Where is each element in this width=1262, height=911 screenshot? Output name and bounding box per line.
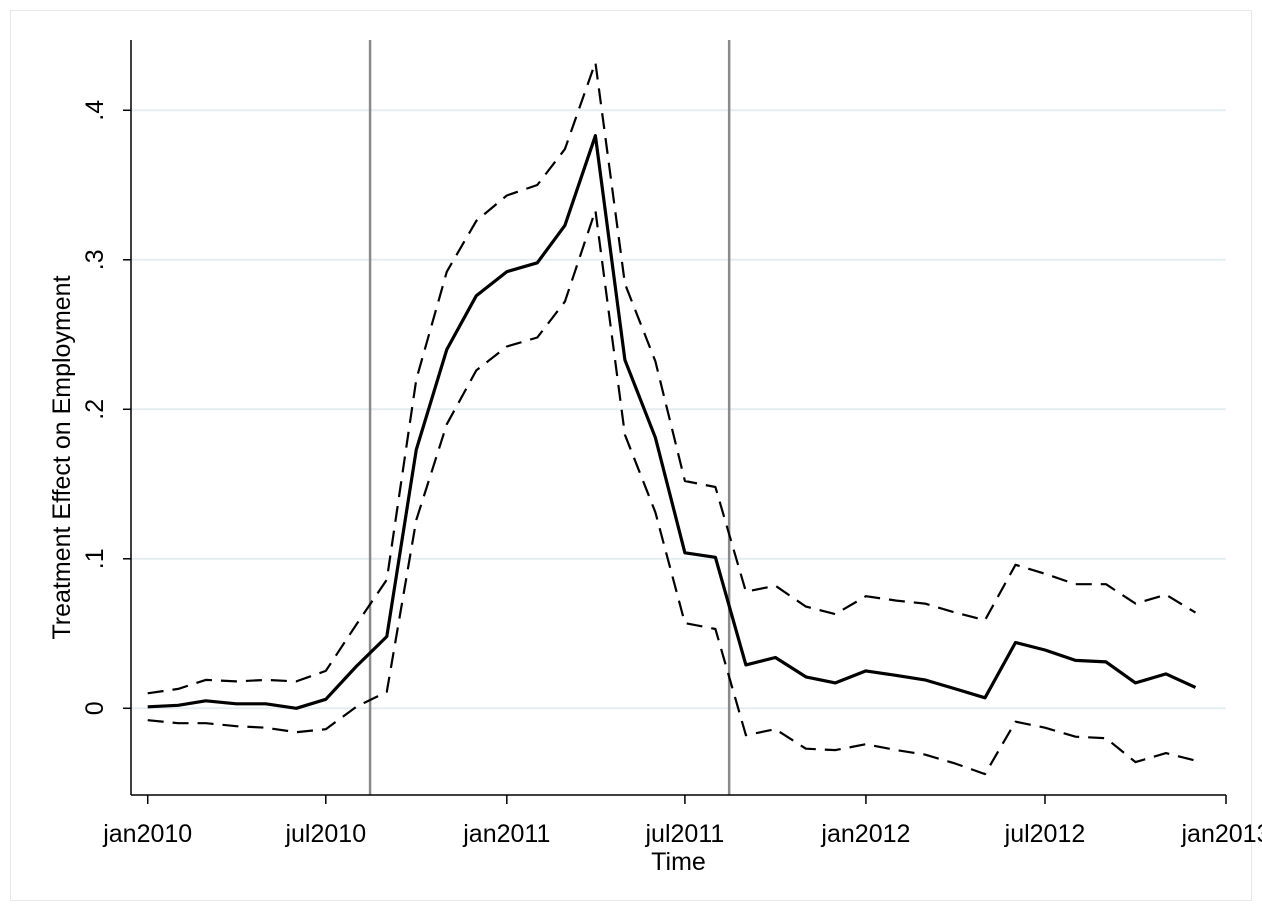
y-tick-label: .4 xyxy=(81,100,109,121)
x-axis-title: Time xyxy=(651,848,706,876)
x-tick-label: jul2010 xyxy=(284,820,366,848)
y-tick-label: 0 xyxy=(81,701,109,715)
grid-layer xyxy=(131,109,1226,710)
vertical-reference-lines xyxy=(368,40,731,795)
x-tick-label: jan2012 xyxy=(820,820,910,848)
chart-frame xyxy=(10,10,1252,901)
x-tick-label: jan2010 xyxy=(102,820,192,848)
y-axis-title: Treatment Effect on Employment xyxy=(48,275,76,639)
y-tick-label: .2 xyxy=(81,399,109,420)
lower-bound-line xyxy=(147,209,1196,776)
upper-bound-line xyxy=(147,61,1197,695)
x-tick-label: jan2013 xyxy=(1181,820,1262,848)
series-layer xyxy=(147,61,1197,776)
y-tick-label: .3 xyxy=(81,249,109,270)
point-estimate-line xyxy=(147,134,1197,710)
y-tick-label: .1 xyxy=(81,548,109,569)
x-tick-label: jan2011 xyxy=(462,820,550,848)
axes: 0 .1 .2 .3 .4 jan2010 jul2010 jan2011 jul2011 jan… xyxy=(81,40,1262,848)
x-tick-label: jul2012 xyxy=(1004,820,1086,848)
x-tick-label: jul2011 xyxy=(645,820,725,848)
